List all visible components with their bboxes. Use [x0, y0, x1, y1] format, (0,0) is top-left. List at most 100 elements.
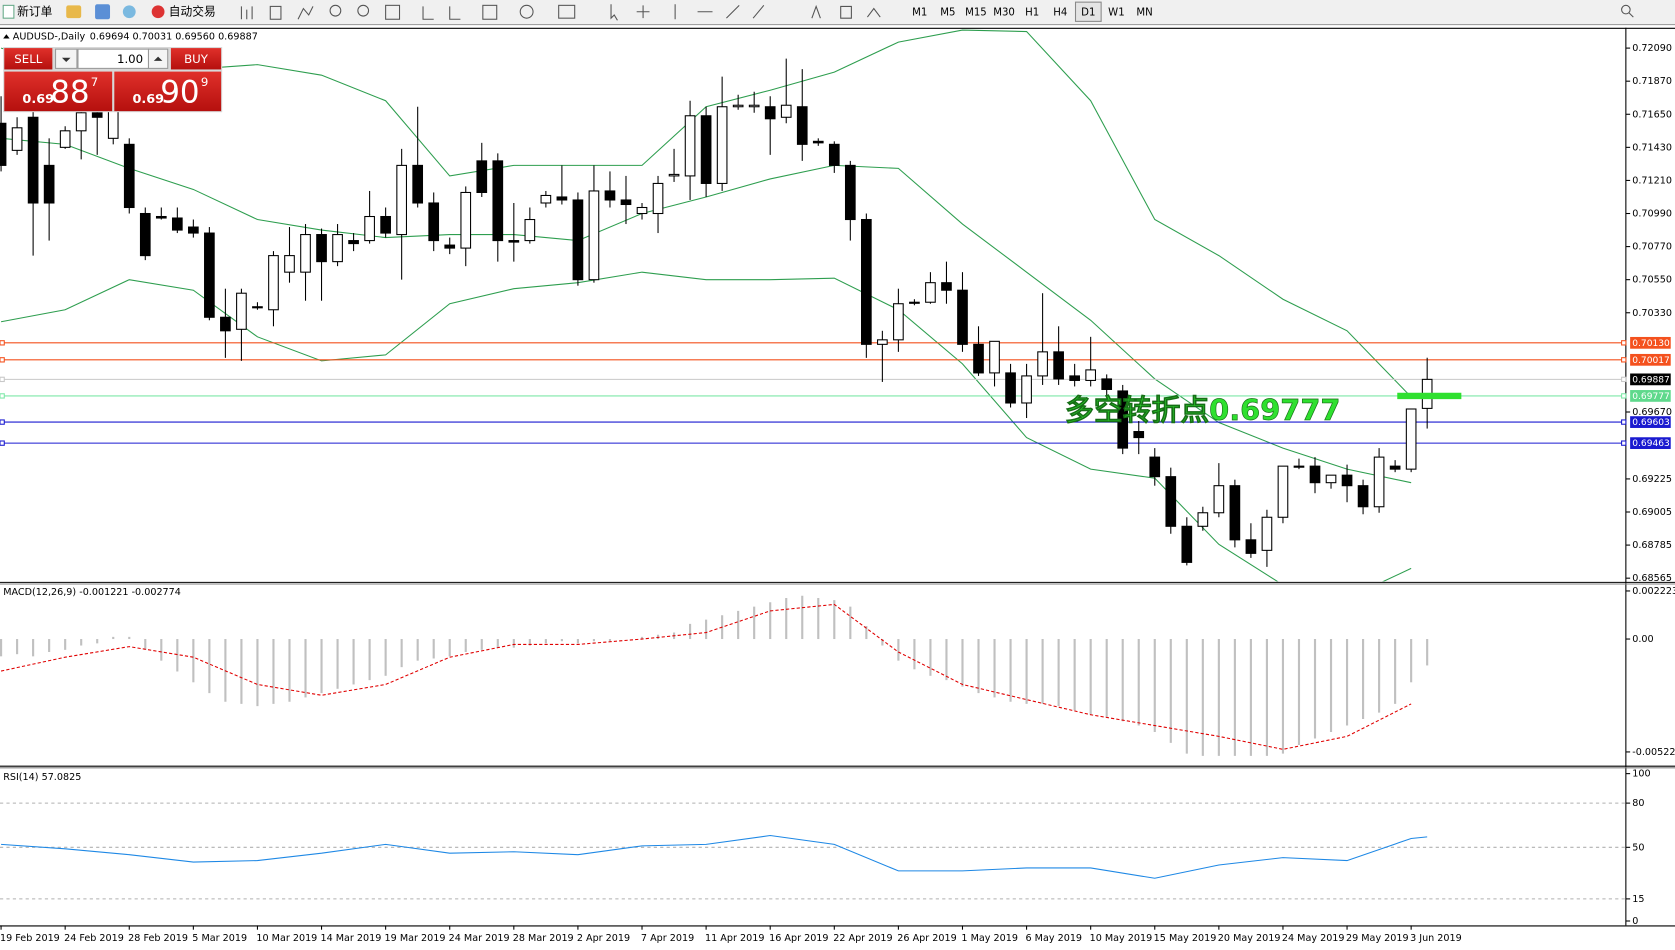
- tool-icon[interactable]: [297, 6, 314, 20]
- candle-body: [588, 190, 600, 281]
- level-label-bg: [1630, 437, 1671, 450]
- candle-body: [1229, 485, 1241, 541]
- x-tick-label: 5 Mar 2019: [192, 933, 247, 944]
- level-handle: [1621, 376, 1627, 383]
- candle-body: [700, 115, 712, 184]
- y-tick-label: 0.68565: [1632, 573, 1672, 584]
- level-label: 0.69603: [1632, 418, 1670, 428]
- timeframe-button[interactable]: MN: [1136, 7, 1152, 18]
- candle-body: [1309, 465, 1321, 484]
- level-handle: [0, 440, 5, 446]
- y-tick-label: 0.70550: [1632, 275, 1672, 286]
- auto-trading-button[interactable]: 自动交易: [151, 4, 216, 18]
- candle-body: [139, 212, 151, 257]
- candle-body: [1277, 465, 1289, 518]
- y-tick-label: 0: [1632, 916, 1638, 927]
- sell-button[interactable]: SELL: [4, 48, 53, 70]
- x-tick-label: 6 May 2019: [1026, 933, 1083, 944]
- toolbar-icon[interactable]: [122, 5, 136, 19]
- level-label: 0.69463: [1632, 439, 1670, 449]
- candle-body: [91, 112, 103, 118]
- candle-body: [893, 303, 904, 341]
- timeframe-button[interactable]: H1: [1025, 7, 1039, 18]
- toolbar-icon[interactable]: [95, 4, 111, 20]
- candle-body: [684, 115, 696, 177]
- candle-body: [1005, 372, 1016, 404]
- candle-body: [636, 206, 648, 215]
- tool-icon[interactable]: [519, 4, 534, 19]
- timeframe-button[interactable]: M15: [965, 7, 987, 18]
- buy-button[interactable]: BUY: [170, 48, 222, 70]
- price-plot: 多空转折点0.69777: [0, 29, 1626, 582]
- timeframe-button[interactable]: M1: [912, 7, 927, 18]
- candle-body: [155, 215, 167, 219]
- toolbar-icon[interactable]: [66, 5, 82, 19]
- tool-icon[interactable]: [422, 6, 461, 20]
- tool-icon[interactable]: [329, 4, 342, 17]
- candle-body: [1325, 474, 1337, 484]
- candle-body: [316, 234, 327, 263]
- timeframe-button[interactable]: W1: [1108, 7, 1124, 18]
- candle-body: [11, 127, 23, 151]
- level-handle: [0, 340, 5, 346]
- candle-body: [1181, 525, 1193, 563]
- candle-body: [957, 289, 968, 345]
- y-tick-label: 0.69225: [1632, 474, 1672, 485]
- x-tick-label: 24 Feb 2019: [64, 933, 124, 944]
- timeframe-button[interactable]: M30: [993, 7, 1015, 18]
- x-tick-label: 10 May 2019: [1090, 933, 1153, 944]
- timeframe-button[interactable]: H4: [1053, 7, 1067, 18]
- active-timeframe: [1074, 1, 1102, 22]
- candle-body: [1117, 390, 1129, 449]
- candle-body: [508, 240, 520, 243]
- candle-body: [1133, 431, 1145, 439]
- level-label-bg: [1630, 416, 1671, 428]
- candle-body: [989, 340, 1000, 374]
- tool-icon[interactable]: [385, 4, 401, 20]
- tool-icon[interactable]: [269, 5, 282, 20]
- timeframe-button[interactable]: M5: [940, 7, 955, 18]
- candle-body: [1021, 375, 1032, 404]
- level-label-bg: [1630, 353, 1671, 366]
- tool-icon[interactable]: [610, 4, 881, 21]
- candle-body: [332, 234, 343, 263]
- y-tick-label: 0.00: [1632, 634, 1653, 645]
- candle-body: [236, 292, 247, 330]
- candle-body: [444, 244, 456, 249]
- candle-body: [380, 215, 391, 234]
- new-order-icon: [2, 4, 15, 19]
- x-tick-label: 16 Apr 2019: [769, 933, 828, 944]
- level-handle: [0, 419, 5, 425]
- candle-body: [188, 226, 199, 234]
- one-click-trading-panel: SELL 1.00 BUY 0.69 88 7 0.69 90 9: [3, 47, 223, 113]
- tool-icon[interactable]: [558, 4, 576, 19]
- timeframe-button[interactable]: D1: [1081, 7, 1095, 18]
- y-tick-label: 0.70770: [1632, 242, 1672, 253]
- candle-body: [861, 218, 872, 345]
- search-icon[interactable]: [1621, 4, 1631, 15]
- y-tick-label: 15: [1632, 894, 1644, 905]
- tool-icon[interactable]: [357, 4, 370, 17]
- candle-body: [716, 106, 728, 184]
- candle-body: [748, 104, 760, 108]
- level-handle: [0, 357, 5, 363]
- new-order-button[interactable]: 新订单: [2, 4, 53, 19]
- x-tick-label: 22 Apr 2019: [833, 933, 892, 944]
- candle-body: [123, 143, 135, 209]
- candle-body: [556, 196, 568, 201]
- candle-body: [1149, 456, 1161, 478]
- candle-body: [1197, 512, 1209, 527]
- level-label-bg: [1630, 373, 1671, 386]
- tool-icon[interactable]: [240, 6, 253, 20]
- candle-body: [1085, 369, 1097, 381]
- buy-button-bg: [170, 48, 222, 70]
- x-tick-label: 29 May 2019: [1346, 933, 1409, 944]
- tool-icon[interactable]: [482, 4, 498, 20]
- buy-price-button[interactable]: 0.69 90 9: [114, 71, 222, 112]
- toolbar-tools: [240, 4, 1634, 21]
- sell-price-button[interactable]: 0.69 88 7: [4, 71, 113, 112]
- candle-body: [540, 194, 552, 204]
- candle-body: [1245, 539, 1257, 554]
- candle-body: [973, 343, 984, 374]
- buy-big-figure: 0.69: [132, 92, 164, 107]
